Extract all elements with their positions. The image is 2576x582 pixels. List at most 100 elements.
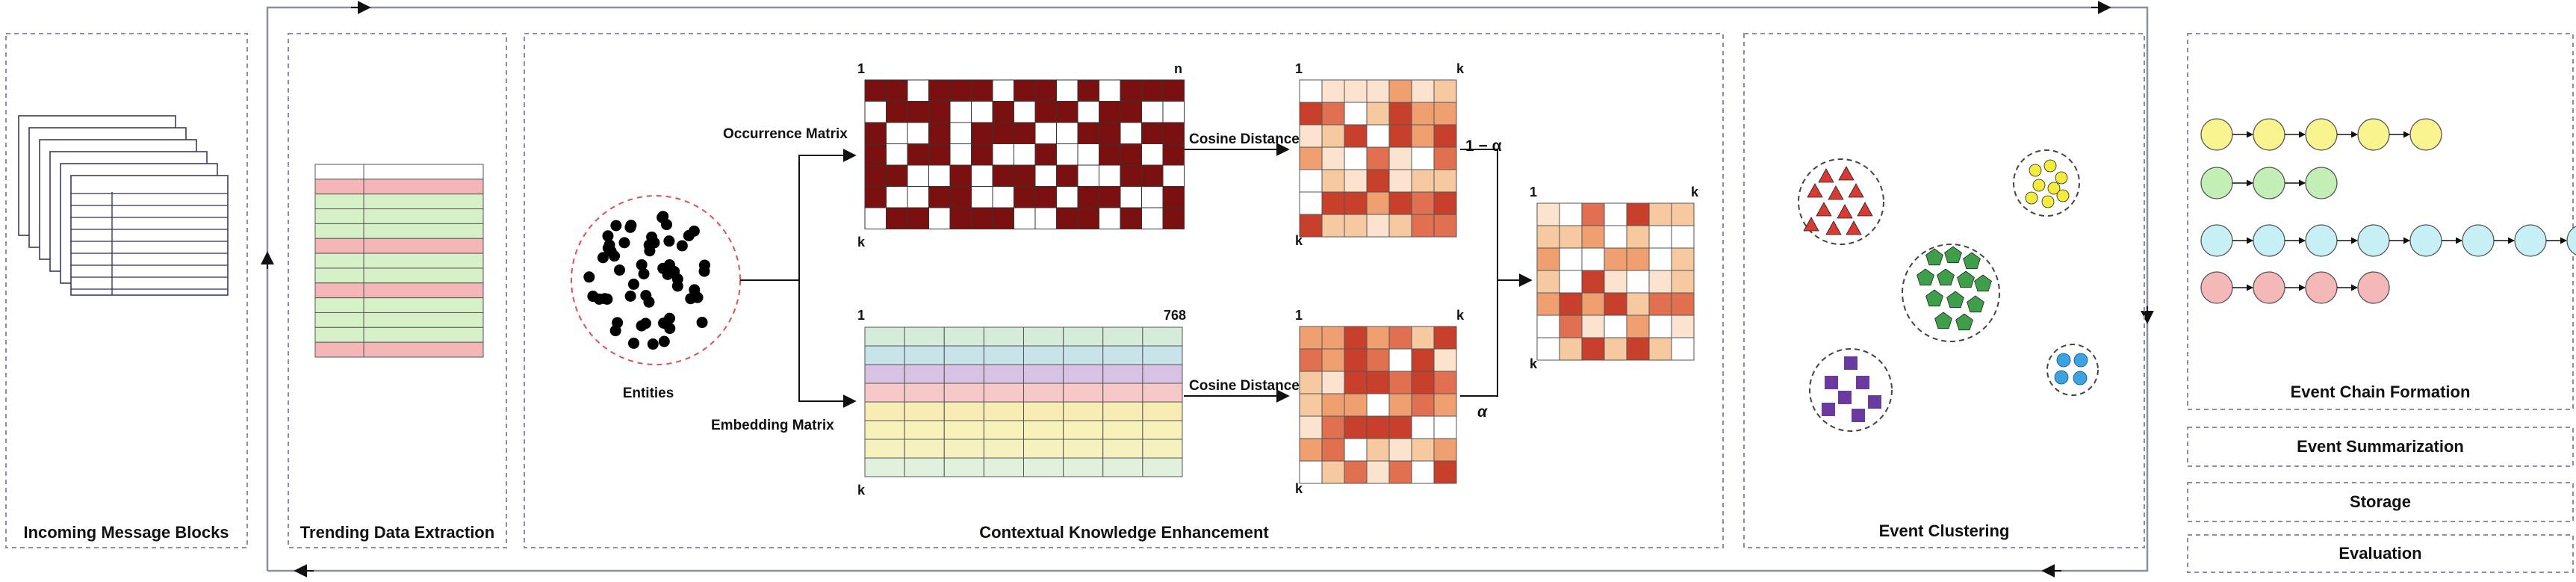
embedding-cell xyxy=(1063,383,1104,403)
occurrence-cell xyxy=(1120,186,1142,208)
embedding-cell xyxy=(904,326,945,347)
cosine-bottom-cell xyxy=(1388,326,1412,350)
occurrence-cell xyxy=(886,122,908,144)
entity-dot xyxy=(605,245,617,257)
cosine-top-cell xyxy=(1344,214,1368,238)
combined-cell xyxy=(1559,292,1583,316)
occurrence-cell xyxy=(949,79,972,102)
chain-node-icon xyxy=(2200,167,2233,199)
occurrence-cell xyxy=(864,101,887,123)
entity-scatter-icon xyxy=(583,211,710,350)
combined-cell xyxy=(1648,292,1672,316)
cluster-triangle xyxy=(1816,202,1832,217)
occurrence-cell xyxy=(1056,79,1078,102)
occurrence-cell xyxy=(1120,164,1142,187)
cosine-top-cell xyxy=(1433,146,1457,170)
combined-cell xyxy=(1559,337,1583,361)
combined-cell xyxy=(1559,315,1583,338)
embedding-cell xyxy=(864,420,905,440)
embedding-cell xyxy=(943,401,984,421)
entity-dot xyxy=(640,289,652,301)
chain-node-icon xyxy=(2200,224,2233,257)
occurrence-cell xyxy=(971,143,993,166)
chain-node-icon xyxy=(2305,118,2338,151)
embedding-label: Embedding Matrix xyxy=(711,418,834,433)
occurrence-cell xyxy=(1141,186,1164,208)
occurrence-cell xyxy=(992,101,1014,123)
occurrence-cell xyxy=(928,207,951,229)
cosine-bottom-cell xyxy=(1366,415,1390,439)
embedding-cell xyxy=(1063,364,1104,384)
occurrence-cell xyxy=(1077,122,1099,144)
occurrence-cell xyxy=(1120,143,1142,166)
combined-cell xyxy=(1536,225,1560,249)
cosine-label-top: Cosine Distance xyxy=(1189,131,1300,147)
cosine-top-cell xyxy=(1388,102,1412,126)
occurrence-cell xyxy=(1077,164,1099,187)
cosine-bottom-cell xyxy=(1411,438,1435,462)
cosine-top-cell xyxy=(1321,146,1345,170)
cluster-triangle xyxy=(1803,217,1819,232)
occurrence-cell xyxy=(1056,164,1078,187)
storage-panel xyxy=(2187,482,2574,522)
combined-cell xyxy=(1671,202,1695,226)
combined-cell xyxy=(1604,270,1627,294)
occurrence-cell xyxy=(1099,79,1121,102)
cosine-bottom-cell xyxy=(1366,326,1390,350)
occurrence-cell xyxy=(971,207,993,229)
occurrence-cell xyxy=(1014,207,1036,229)
cosine-bottom-cell xyxy=(1411,348,1435,372)
cosine-bottom-cell xyxy=(1388,371,1412,394)
occurrence-cell xyxy=(949,207,972,229)
chain-node-icon xyxy=(2253,271,2285,304)
cluster-square xyxy=(1856,376,1869,389)
occurrence-cell xyxy=(864,186,887,208)
cluster-pentagon xyxy=(1946,291,1964,309)
occurrence-cell xyxy=(971,79,993,102)
embedding-cell xyxy=(864,457,905,477)
occurrence-cell xyxy=(1034,122,1057,144)
incoming-panel xyxy=(5,33,248,548)
embedding-cell xyxy=(864,439,905,459)
cosine-top-cell xyxy=(1388,214,1412,238)
cosine-bottom-cell xyxy=(1433,348,1457,372)
cosine-bottom-cell xyxy=(1299,438,1323,462)
combined-cell xyxy=(1536,247,1560,271)
cosine-bottom-cell xyxy=(1366,438,1390,462)
embedding-cell xyxy=(983,439,1024,459)
embedding-cell xyxy=(1063,420,1104,440)
occurrence-cell xyxy=(1034,79,1057,102)
entity-dot xyxy=(636,259,648,270)
embedding-cell xyxy=(1063,401,1104,421)
occurrence-cell xyxy=(1034,186,1057,208)
cosine-top-cell xyxy=(1433,191,1457,215)
cluster-dot xyxy=(2056,353,2071,368)
cosine-top-cell xyxy=(1299,191,1323,215)
cluster-triangle xyxy=(1848,183,1864,198)
occurrence-cell xyxy=(1014,164,1036,187)
embedding-cell xyxy=(943,364,984,384)
embedding-cell xyxy=(1142,401,1183,421)
occurrence-cell xyxy=(1056,143,1078,166)
entity-dot xyxy=(683,229,695,241)
occurrence-cell xyxy=(992,207,1014,229)
cosine-top-cell xyxy=(1321,102,1345,126)
occurrence-label: Occurrence Matrix xyxy=(723,126,848,142)
embedding-cell xyxy=(904,345,945,365)
occurrence-cell xyxy=(949,143,972,166)
trend-row xyxy=(314,341,484,358)
embedding-col-end: 768 xyxy=(1164,308,1186,323)
occurrence-cell xyxy=(1162,79,1185,102)
event-chains xyxy=(2200,118,2576,304)
trend-row xyxy=(314,208,484,224)
cosine-bottom-cell xyxy=(1433,438,1457,462)
cosine-top-cell xyxy=(1411,146,1435,170)
occurrence-cell xyxy=(1141,164,1164,187)
cosine-top-cell xyxy=(1344,146,1368,170)
occurrence-cell xyxy=(1099,207,1121,229)
combined-cell xyxy=(1626,337,1650,361)
combined-cell xyxy=(1536,292,1560,316)
cluster-dot xyxy=(2055,171,2068,185)
entity-dot xyxy=(593,293,605,305)
embedding-cell xyxy=(904,439,945,459)
